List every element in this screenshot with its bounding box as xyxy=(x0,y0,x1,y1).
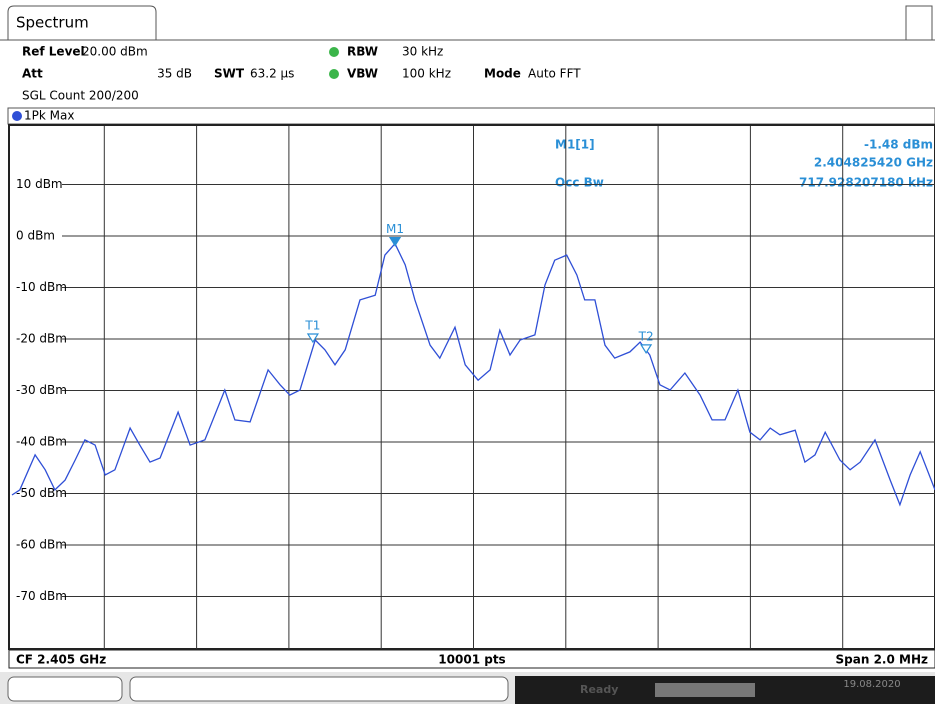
indicator xyxy=(329,47,339,57)
setting-value: 100 kHz xyxy=(402,67,451,81)
setting-label: Att xyxy=(22,67,43,81)
y-tick-label: -70 dBm xyxy=(16,589,67,603)
marker-label: M1 xyxy=(386,222,404,236)
legend-label: 1Pk Max xyxy=(24,109,74,123)
status-field[interactable] xyxy=(129,676,509,702)
y-tick-label: 0 dBm xyxy=(16,229,55,243)
occ-bw-value: 717.928207180 kHz xyxy=(799,176,933,190)
legend-dot xyxy=(12,111,22,121)
date: 19.08.2020 xyxy=(843,679,900,690)
status-field[interactable] xyxy=(7,676,123,702)
points: 10001 pts xyxy=(438,653,505,667)
setting-label: Ref Level xyxy=(22,45,85,59)
footer-bar xyxy=(8,649,935,669)
indicator xyxy=(329,69,339,79)
y-tick-label: -60 dBm xyxy=(16,538,67,552)
marker-frequency: 2.404825420 GHz xyxy=(814,156,933,170)
status-text: Ready xyxy=(580,683,618,696)
setting-value: Auto FFT xyxy=(528,67,581,81)
setting-label: RBW xyxy=(347,45,378,59)
marker-level: -1.48 dBm xyxy=(864,138,933,152)
setting-label: SWT xyxy=(214,67,245,81)
tab[interactable] xyxy=(7,5,157,40)
trace xyxy=(11,242,935,507)
setting-label: VBW xyxy=(347,67,378,81)
trace-bar xyxy=(7,107,935,125)
y-tick-label: -30 dBm xyxy=(16,383,67,397)
setting-label: Mode xyxy=(484,67,521,81)
center-frequency: CF 2.405 GHz xyxy=(16,653,106,667)
y-tick-label: -40 dBm xyxy=(16,435,67,449)
sweep-count: SGL Count 200/200 xyxy=(22,89,139,103)
y-tick-label: -20 dBm xyxy=(16,332,67,346)
progress xyxy=(655,683,755,697)
tab-label[interactable]: Spectrum xyxy=(16,14,89,32)
marker-label: T2 xyxy=(638,329,654,343)
marker xyxy=(306,333,319,344)
setting-value: 30 kHz xyxy=(402,45,443,59)
y-tick-label: -10 dBm xyxy=(16,280,67,294)
setting-value: 63.2 µs xyxy=(250,67,294,81)
menu-button[interactable] xyxy=(905,5,933,41)
y-tick-label: -50 dBm xyxy=(16,486,67,500)
y-tick-label: 10 dBm xyxy=(16,177,63,191)
plot-frame xyxy=(8,124,935,650)
marker-readout: M1[1] xyxy=(555,138,595,152)
setting-value: 35 dB xyxy=(157,67,192,81)
marker-label: T1 xyxy=(304,319,320,333)
setting-value: 20.00 dBm xyxy=(82,45,148,59)
span: Span 2.0 MHz xyxy=(836,653,928,667)
occ-bw-label: Occ Bw xyxy=(555,176,604,190)
marker xyxy=(388,237,402,247)
marker xyxy=(640,344,653,354)
